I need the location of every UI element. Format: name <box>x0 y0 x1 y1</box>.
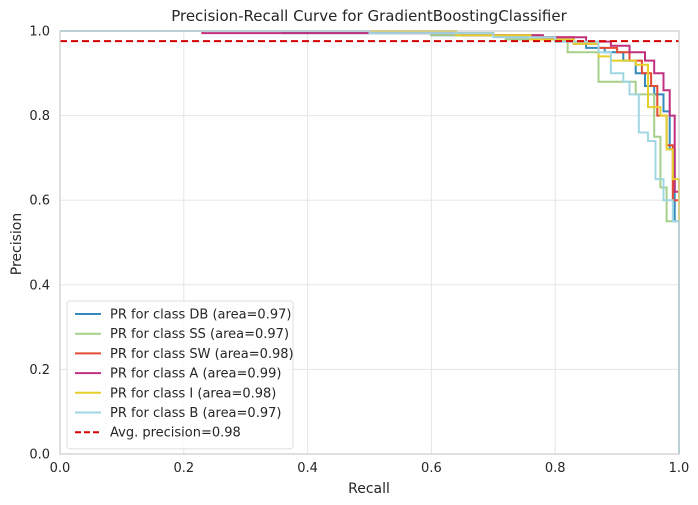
x-tick-label: 0.6 <box>421 461 442 476</box>
x-tick-label: 0.2 <box>173 461 194 476</box>
x-tick-label: 0.4 <box>297 461 318 476</box>
x-axis-label: Recall <box>348 481 390 497</box>
legend: PR for class DB (area=0.97) PR for class … <box>66 300 294 450</box>
legend-label: PR for class DB (area=0.97) <box>110 308 291 323</box>
y-tick-label: 0.6 <box>29 194 50 209</box>
y-tick-label: 0.4 <box>29 278 50 293</box>
legend-label: PR for class B (area=0.97) <box>110 406 281 421</box>
legend-label: PR for class SS (area=0.97) <box>110 327 289 342</box>
legend-label: PR for class I (area=0.98) <box>110 386 276 401</box>
plot-frame <box>59 30 680 455</box>
y-axis-label: Precision <box>9 213 25 275</box>
legend-label: PR for class SW (area=0.98) <box>110 347 294 362</box>
tick-labels: 0.0 0.2 0.4 0.6 0.8 1.0 0.0 0.2 0.4 0.6 0.8 1.0 <box>29 25 689 477</box>
x-tick-label: 1.0 <box>669 461 690 476</box>
legend-box <box>66 300 294 450</box>
legend-label: PR for class A (area=0.99) <box>110 367 281 382</box>
series-line-pr-for-class-b-area-0-97 <box>60 30 680 454</box>
x-tick-label: 0.8 <box>545 461 566 476</box>
legend-label: Avg. precision=0.98 <box>110 426 241 441</box>
y-tick-label: 0.2 <box>29 363 50 378</box>
y-tick-label: 0.0 <box>29 448 50 463</box>
y-tick-label: 0.8 <box>29 109 50 124</box>
x-tick-label: 0.0 <box>50 461 71 476</box>
y-tick-label: 1.0 <box>29 25 50 40</box>
chart-title: Precision-Recall Curve for GradientBoost… <box>171 7 567 25</box>
series-layer <box>60 30 680 454</box>
